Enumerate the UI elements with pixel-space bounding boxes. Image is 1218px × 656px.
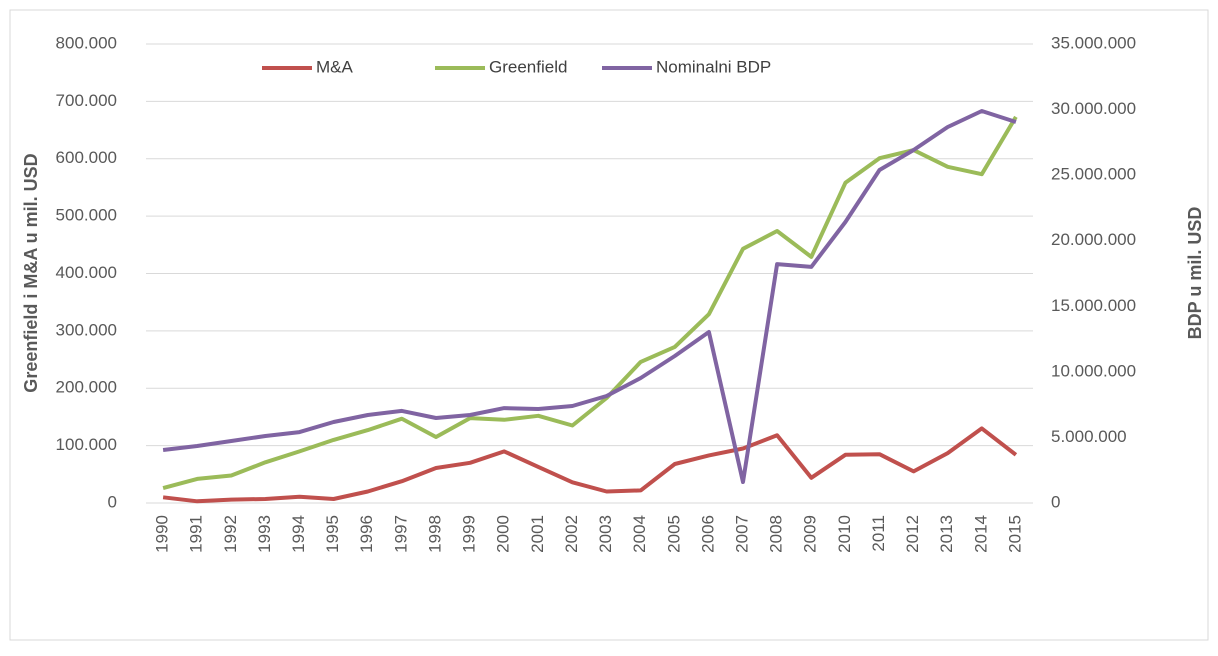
series-line (162, 115, 1018, 491)
y2-tick-label: 35.000.000 (1051, 33, 1136, 52)
series-line (162, 426, 1018, 504)
x-tick-label: 1996 (357, 515, 376, 553)
x-tick-label: 2001 (528, 515, 547, 553)
y-axis-label: Greenfield i M&A u mil. USD (21, 153, 41, 392)
legend-label: Greenfield (489, 57, 567, 76)
x-tick-label: 2010 (835, 515, 854, 553)
x-tick-label: 2000 (494, 515, 513, 553)
y-tick-label: 600.000 (56, 148, 117, 167)
y2-tick-label: 0 (1051, 492, 1060, 511)
y-tick-label: 500.000 (56, 206, 117, 225)
x-tick-label: 2012 (903, 515, 922, 553)
x-tick-label: 2005 (664, 515, 683, 553)
y2-tick-label: 25.000.000 (1051, 165, 1136, 184)
y2-tick-label: 5.000.000 (1051, 427, 1127, 446)
y2-tick-label: 10.000.000 (1051, 361, 1136, 380)
y2-tick-label: 20.000.000 (1051, 230, 1136, 249)
series-line (162, 109, 1017, 484)
x-tick-label: 1993 (255, 515, 274, 553)
x-tick-label: 2011 (869, 515, 888, 552)
x-tick-label: 2006 (698, 515, 717, 553)
y2-tick-label: 30.000.000 (1051, 99, 1136, 118)
x-tick-label: 1990 (153, 515, 172, 553)
x-tick-label: 2015 (1005, 515, 1024, 553)
x-tick-label: 2004 (630, 515, 649, 553)
y-tick-label: 400.000 (56, 263, 117, 282)
x-tick-label: 2007 (733, 515, 752, 553)
x-tick-label: 2008 (767, 515, 786, 553)
x-tick-label: 2009 (801, 515, 820, 553)
y-tick-label: 800.000 (56, 33, 117, 52)
y2-axis-label: BDP u mil. USD (1185, 207, 1205, 340)
y-tick-label: 700.000 (56, 91, 117, 110)
x-tick-label: 1994 (289, 515, 308, 553)
legend-label: Nominalni BDP (656, 57, 771, 76)
x-tick-label: 2002 (562, 515, 581, 553)
x-tick-label: 1991 (187, 515, 206, 553)
x-tick-label: 1995 (323, 515, 342, 553)
x-tick-label: 2013 (937, 515, 956, 553)
x-tick-label: 2014 (971, 515, 990, 553)
y-tick-label: 200.000 (56, 378, 117, 397)
x-tick-label: 1999 (460, 515, 479, 553)
y2-tick-label: 15.000.000 (1051, 296, 1136, 315)
x-tick-label: 1992 (221, 515, 240, 553)
legend-label: M&A (316, 57, 354, 76)
x-tick-label: 1997 (391, 515, 410, 553)
y-tick-label: 100.000 (56, 435, 117, 454)
x-tick-label: 1998 (425, 515, 444, 553)
y-tick-label: 0 (108, 492, 117, 511)
chart-border (9, 9, 1209, 641)
x-tick-label: 2003 (596, 515, 615, 553)
y-tick-label: 300.000 (56, 320, 117, 339)
